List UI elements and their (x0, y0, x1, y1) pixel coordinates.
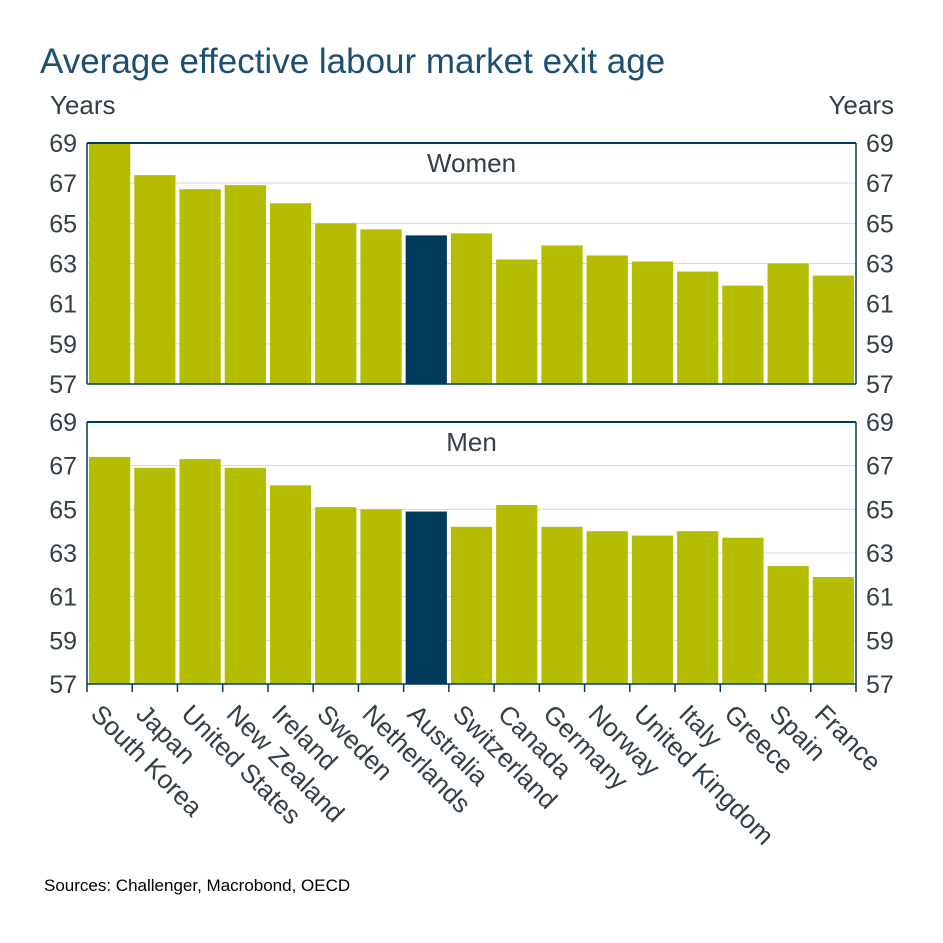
y-tick-label-left: 63 (49, 540, 77, 568)
bar-spain (767, 566, 809, 684)
chart-title: Average effective labour market exit age (40, 42, 666, 81)
bar-united-states (179, 189, 221, 384)
y-tick-label-left: 57 (49, 371, 77, 399)
bar-switzerland (450, 526, 493, 684)
y-tick-label-left: 57 (49, 671, 77, 699)
y-tick-label-right: 65 (866, 496, 894, 524)
bar-new-zealand (224, 185, 266, 384)
bar-norway (586, 531, 628, 684)
bar-france (812, 275, 854, 384)
bar-united-kingdom (631, 535, 674, 684)
y-tick-label-right: 59 (866, 331, 894, 359)
bar-new-zealand (224, 467, 266, 684)
bar-ireland (269, 203, 312, 384)
bar-south-korea (89, 143, 131, 384)
bar-united-states (179, 459, 221, 684)
bar-united-kingdom (631, 261, 674, 384)
bar-greece (722, 285, 764, 384)
bar-japan (134, 175, 176, 384)
bar-italy (677, 531, 719, 684)
panel-title: Women (427, 148, 516, 178)
y-tick-label-right: 57 (866, 671, 894, 699)
y-tick-label-right: 63 (866, 540, 894, 568)
y-tick-label-right: 61 (866, 291, 894, 319)
bar-norway (586, 255, 628, 384)
bar-australia (405, 511, 447, 684)
bar-australia (405, 235, 447, 384)
bar-spain (767, 263, 809, 384)
y-axis-label-left: Years (50, 90, 116, 120)
panel-title: Men (446, 427, 497, 457)
y-tick-label-right: 59 (866, 627, 894, 655)
y-tick-label-left: 61 (49, 584, 77, 612)
bar-italy (677, 271, 719, 384)
bar-germany (541, 245, 583, 384)
source-note: Sources: Challenger, Macrobond, OECD (44, 876, 351, 895)
bar-netherlands (360, 509, 402, 684)
y-tick-label-left: 67 (49, 170, 77, 198)
y-tick-label-right: 67 (866, 170, 894, 198)
y-tick-label-left: 59 (49, 627, 77, 655)
bar-netherlands (360, 229, 402, 384)
y-tick-label-right: 57 (866, 371, 894, 399)
bar-greece (722, 537, 764, 684)
y-tick-label-left: 61 (49, 291, 77, 319)
y-tick-label-right: 61 (866, 584, 894, 612)
y-tick-label-right: 69 (866, 130, 894, 158)
y-tick-label-left: 65 (49, 210, 77, 238)
y-tick-label-left: 69 (49, 409, 77, 437)
bar-ireland (269, 485, 312, 684)
bar-japan (134, 467, 176, 684)
y-tick-label-left: 67 (49, 453, 77, 481)
y-tick-label-right: 67 (866, 453, 894, 481)
bar-canada (496, 504, 538, 684)
y-tick-label-right: 63 (866, 251, 894, 279)
bar-germany (541, 526, 583, 684)
y-tick-label-left: 59 (49, 331, 77, 359)
bar-france (812, 577, 854, 684)
bar-south-korea (89, 456, 131, 684)
y-tick-label-left: 63 (49, 251, 77, 279)
y-tick-label-right: 65 (866, 210, 894, 238)
y-tick-label-left: 65 (49, 496, 77, 524)
y-tick-label-right: 69 (866, 409, 894, 437)
bar-sweden (315, 507, 357, 684)
y-axis-label-right: Years (828, 90, 894, 120)
y-tick-label-left: 69 (49, 130, 77, 158)
bar-sweden (315, 223, 357, 384)
bar-canada (496, 259, 538, 384)
bar-switzerland (450, 233, 493, 384)
